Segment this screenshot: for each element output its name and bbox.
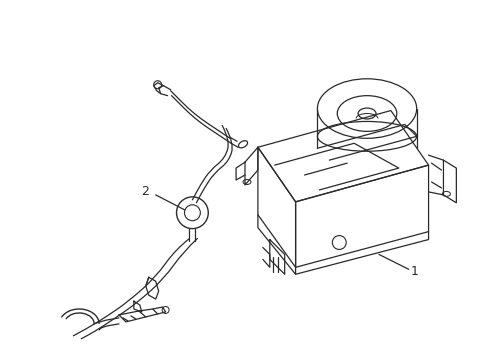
Text: 1: 1 bbox=[410, 265, 418, 278]
Text: 2: 2 bbox=[141, 185, 148, 198]
